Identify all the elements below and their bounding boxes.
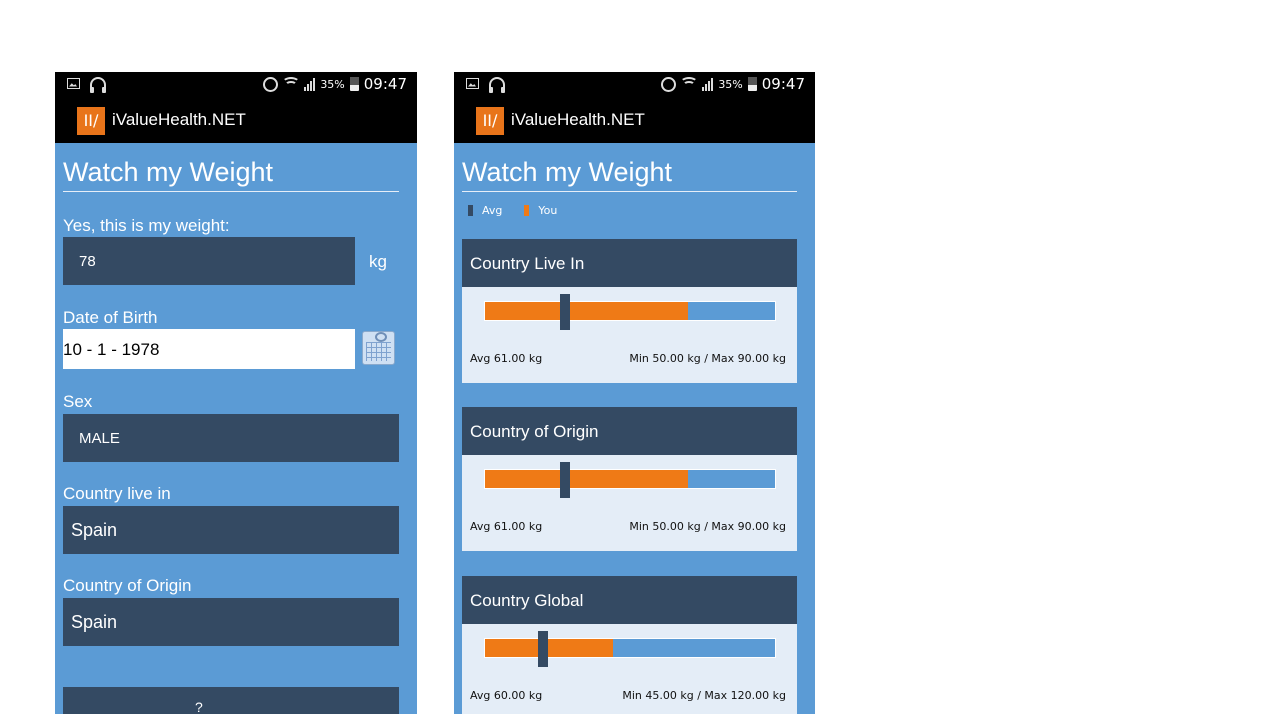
wifi-icon [282, 77, 301, 91]
avg-text: Avg 61.00 kg [470, 352, 543, 365]
dob-field[interactable]: 10 - 1 - 1978 [63, 329, 355, 369]
card-header: Country Live In [462, 239, 797, 287]
battery-percent: 35% [320, 77, 345, 91]
title-divider [462, 191, 797, 192]
status-bar: 35% 09:47 [55, 72, 417, 98]
avg-marker [559, 462, 570, 498]
card-body: Avg 61.00 kg Min 50.00 kg / Max 90.00 kg [462, 455, 797, 551]
image-notification-icon [466, 77, 479, 89]
country-live-label: Country live in [63, 484, 171, 503]
app-title: iValueHealth.NET [511, 110, 645, 129]
battery-icon [349, 77, 359, 91]
battery-percent: 35% [718, 77, 743, 91]
card-title: Country of Origin [470, 422, 599, 441]
weight-input[interactable]: 78 [63, 237, 355, 285]
page-title: Watch my Weight [63, 157, 274, 187]
country-origin-label: Country of Origin [63, 576, 192, 595]
sex-value: MALE [79, 430, 120, 447]
clock: 09:47 [363, 75, 407, 93]
avg-marker [538, 631, 548, 667]
avg-marker [559, 294, 570, 330]
comparison-card: Country Global Avg 60.00 kg Min 45.00 kg… [462, 576, 797, 714]
image-notification-icon [67, 77, 80, 89]
status-bar: 35% 09:47 [454, 72, 815, 98]
legend-you-swatch [524, 205, 530, 216]
legend: Avg You [468, 204, 557, 217]
card-body: Avg 60.00 kg Min 45.00 kg / Max 120.00 k… [462, 624, 797, 714]
sex-label: Sex [63, 392, 93, 411]
country-origin-value: Spain [71, 612, 118, 632]
submit-button[interactable]: ? [63, 687, 399, 714]
battery-icon [747, 77, 757, 91]
weight-value: 78 [79, 253, 96, 270]
page-title: Watch my Weight [462, 157, 673, 187]
phone-screen-results: 35% 09:47 ІІ∕ iValueHealth.NET Watch my … [454, 72, 815, 714]
calendar-icon[interactable] [362, 331, 395, 365]
app-bar: ІІ∕ iValueHealth.NET [55, 98, 417, 143]
card-header: Country Global [462, 576, 797, 624]
card-header: Country of Origin [462, 407, 797, 455]
legend-you-label: You [538, 204, 558, 217]
avg-text: Avg 61.00 kg [470, 520, 543, 533]
card-body: Avg 61.00 kg Min 50.00 kg / Max 90.00 kg [462, 287, 797, 383]
app-title: iValueHealth.NET [112, 110, 246, 129]
app-logo[interactable]: ІІ∕ [77, 107, 105, 135]
headphones-icon [489, 77, 505, 93]
avg-text: Avg 60.00 kg [470, 689, 543, 702]
comparison-card: Country of Origin Avg 61.00 kg Min 50.00… [462, 407, 797, 551]
signal-icon [702, 77, 714, 91]
weight-range-bar [484, 631, 776, 667]
submit-button-label: ? [195, 699, 203, 714]
wifi-icon [680, 77, 699, 91]
weight-label: Yes, this is my weight: [63, 216, 230, 235]
comparison-card: Country Live In Avg 61.00 kg Min 50.00 k… [462, 239, 797, 383]
weight-unit: kg [369, 252, 387, 271]
you-fill [485, 470, 688, 488]
legend-avg-swatch [468, 205, 473, 216]
you-fill [485, 639, 613, 657]
range-text: Min 50.00 kg / Max 90.00 kg [629, 520, 786, 533]
card-title: Country Global [470, 591, 584, 610]
alarm-icon [263, 76, 279, 92]
app-bar: ІІ∕ iValueHealth.NET [454, 98, 815, 143]
weight-range-bar [484, 462, 776, 498]
dob-value: 10 - 1 - 1978 [63, 340, 160, 359]
legend-avg-label: Avg [482, 204, 503, 217]
you-fill [485, 302, 688, 320]
weight-range-bar [484, 294, 776, 330]
phone-screen-form: 35% 09:47 ІІ∕ iValueHealth.NET Watch my … [55, 72, 417, 714]
country-live-value: Spain [71, 520, 118, 540]
dob-label: Date of Birth [63, 308, 158, 327]
clock: 09:47 [761, 75, 805, 93]
country-live-select[interactable]: Spain [63, 506, 399, 554]
card-title: Country Live In [470, 254, 585, 273]
signal-icon [304, 77, 316, 91]
headphones-icon [90, 77, 106, 93]
app-logo[interactable]: ІІ∕ [476, 107, 504, 135]
sex-select[interactable]: MALE [63, 414, 399, 462]
alarm-icon [661, 76, 677, 92]
title-divider [63, 191, 399, 192]
range-text: Min 45.00 kg / Max 120.00 kg [622, 689, 786, 702]
range-text: Min 50.00 kg / Max 90.00 kg [629, 352, 786, 365]
country-origin-select[interactable]: Spain [63, 598, 399, 646]
